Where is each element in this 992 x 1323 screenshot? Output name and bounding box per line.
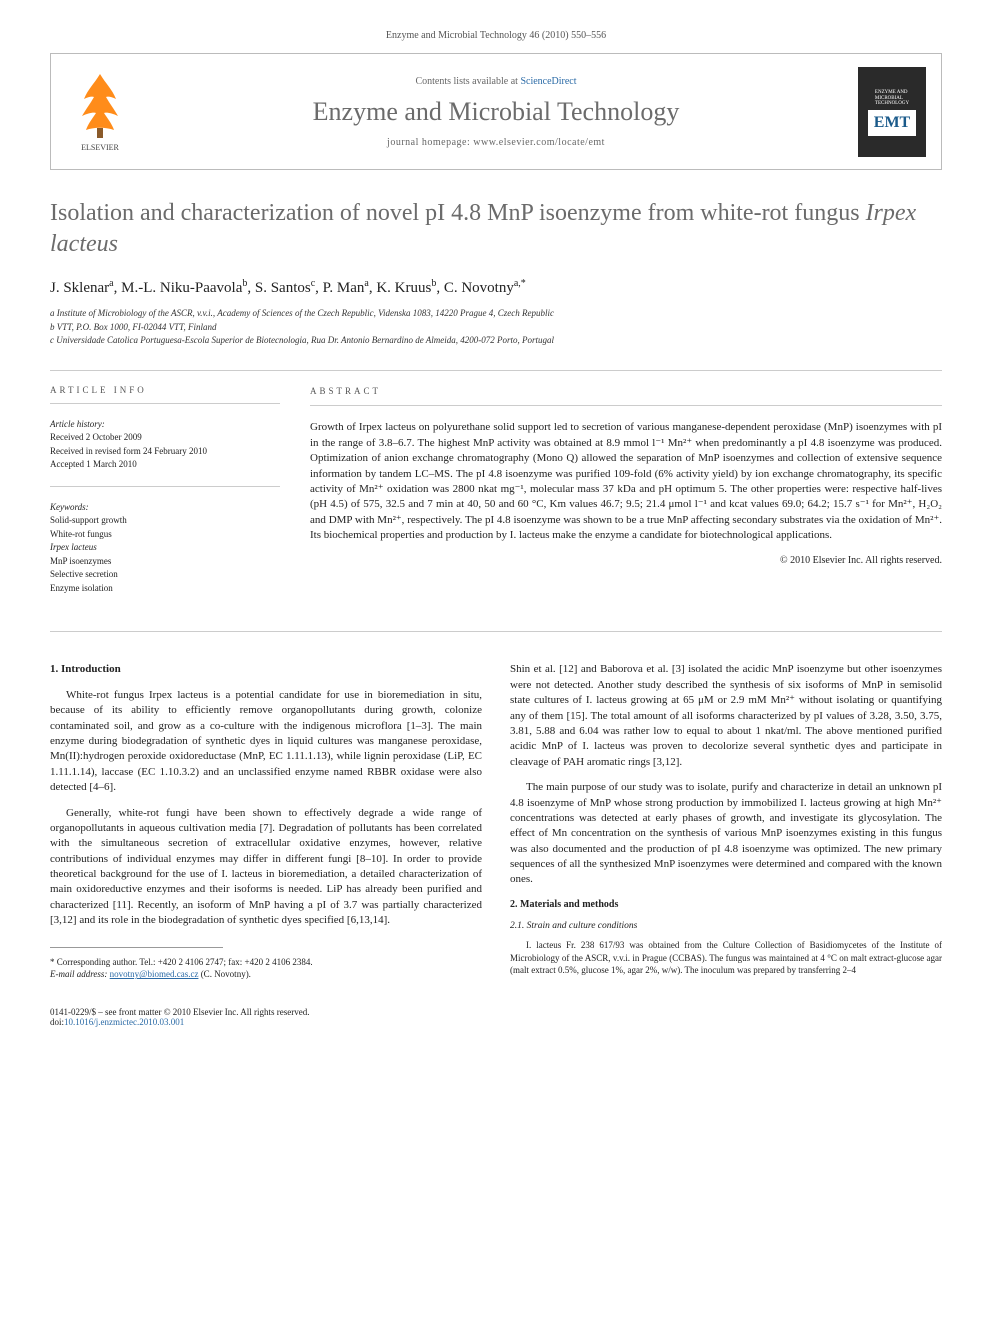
doi-label: doi:: [50, 1017, 64, 1027]
body-columns: 1. Introduction White-rot fungus Irpex l…: [50, 662, 942, 987]
abstract-block: abstract Growth of Irpex lacteus on poly…: [310, 385, 942, 610]
keyword-4: MnP isoenzymes: [50, 555, 280, 569]
history-received: Received 2 October 2009: [50, 431, 280, 445]
homepage-url[interactable]: www.elsevier.com/locate/emt: [473, 137, 605, 148]
keywords-label: Keywords:: [50, 501, 280, 515]
affiliation-a: a Institute of Microbiology of the ASCR,…: [50, 307, 942, 321]
divider: [50, 370, 942, 371]
journal-center: Contents lists available at ScienceDirec…: [134, 76, 858, 148]
affiliation-b: b VTT, P.O. Box 1000, FI-02044 VTT, Finl…: [50, 321, 942, 335]
history-revised: Received in revised form 24 February 201…: [50, 445, 280, 459]
doi-link[interactable]: 10.1016/j.enzmictec.2010.03.001: [64, 1017, 184, 1027]
emt-label-1: ENZYME AND: [875, 90, 908, 95]
strain-heading: 2.1. Strain and culture conditions: [510, 920, 942, 933]
article-title: Isolation and characterization of novel …: [50, 198, 942, 260]
intro-p3: Shin et al. [12] and Baborova et al. [3]…: [510, 662, 942, 770]
front-matter-line: 0141-0229/$ – see front matter © 2010 El…: [50, 1007, 310, 1017]
footer-left: 0141-0229/$ – see front matter © 2010 El…: [50, 1007, 310, 1027]
left-column: 1. Introduction White-rot fungus Irpex l…: [50, 662, 482, 987]
keyword-6: Enzyme isolation: [50, 582, 280, 596]
keyword-1: Solid-support growth: [50, 514, 280, 528]
doi-line: doi:10.1016/j.enzmictec.2010.03.001: [50, 1017, 310, 1027]
elsevier-logo: ELSEVIER: [66, 64, 134, 159]
homepage-label: journal homepage:: [387, 137, 473, 148]
footnote-block: * Corresponding author. Tel.: +420 2 410…: [50, 956, 482, 981]
page-footer: 0141-0229/$ – see front matter © 2010 El…: [50, 1007, 942, 1027]
keywords-block: Keywords: Solid-support growth White-rot…: [50, 501, 280, 596]
history-label: Article history:: [50, 418, 280, 432]
affiliation-c: c Universidade Catolica Portuguesa-Escol…: [50, 334, 942, 348]
journal-homepage: journal homepage: www.elsevier.com/locat…: [134, 137, 858, 148]
abstract-text: Growth of Irpex lacteus on polyurethane …: [310, 420, 942, 543]
email-author: (C. Novotny).: [198, 969, 251, 979]
article-history: Article history: Received 2 October 2009…: [50, 418, 280, 472]
abstract-heading: abstract: [310, 385, 942, 398]
intro-p1: White-rot fungus Irpex lacteus is a pote…: [50, 688, 482, 796]
emt-label-2: MICROBIAL: [875, 96, 903, 101]
authors-line: J. Sklenara, M.-L. Niku-Paavolab, S. San…: [50, 278, 942, 297]
divider-2: [50, 631, 942, 632]
emt-abbrev: EMT: [868, 110, 916, 136]
keyword-5: Selective secretion: [50, 568, 280, 582]
email-link[interactable]: novotny@biomed.cas.cz: [110, 969, 199, 979]
info-abstract-row: article info Article history: Received 2…: [50, 385, 942, 610]
title-text: Isolation and characterization of novel …: [50, 200, 866, 226]
emt-cover-thumb: ENZYME AND MICROBIAL TECHNOLOGY EMT: [858, 67, 926, 157]
corresponding-author: * Corresponding author. Tel.: +420 2 410…: [50, 956, 482, 969]
svg-text:ELSEVIER: ELSEVIER: [81, 143, 119, 152]
article-info-heading: article info: [50, 385, 280, 395]
intro-p4: The main purpose of our study was to iso…: [510, 780, 942, 888]
intro-p2: Generally, white-rot fungi have been sho…: [50, 806, 482, 929]
contents-available-text: Contents lists available at: [415, 76, 520, 87]
intro-heading: 1. Introduction: [50, 662, 482, 677]
contents-available-line: Contents lists available at ScienceDirec…: [134, 76, 858, 87]
journal-box: ELSEVIER Contents lists available at Sci…: [50, 53, 942, 170]
copyright-line: © 2010 Elsevier Inc. All rights reserved…: [310, 554, 942, 568]
keyword-3: Irpex lacteus: [50, 541, 280, 555]
sciencedirect-link[interactable]: ScienceDirect: [520, 76, 576, 87]
email-line: E-mail address: novotny@biomed.cas.cz (C…: [50, 968, 482, 981]
materials-heading: 2. Materials and methods: [510, 898, 942, 912]
keyword-2: White-rot fungus: [50, 528, 280, 542]
article-info-block: article info Article history: Received 2…: [50, 385, 280, 610]
footnote-separator: [50, 947, 223, 948]
email-label: E-mail address:: [50, 969, 110, 979]
emt-label-3: TECHNOLOGY: [875, 101, 909, 106]
history-accepted: Accepted 1 March 2010: [50, 458, 280, 472]
journal-title: Enzyme and Microbial Technology: [134, 97, 858, 127]
right-column: Shin et al. [12] and Baborova et al. [3]…: [510, 662, 942, 987]
affiliations: a Institute of Microbiology of the ASCR,…: [50, 307, 942, 348]
strain-p1: I. lacteus Fr. 238 617/93 was obtained f…: [510, 939, 942, 977]
page-header: Enzyme and Microbial Technology 46 (2010…: [50, 30, 942, 41]
